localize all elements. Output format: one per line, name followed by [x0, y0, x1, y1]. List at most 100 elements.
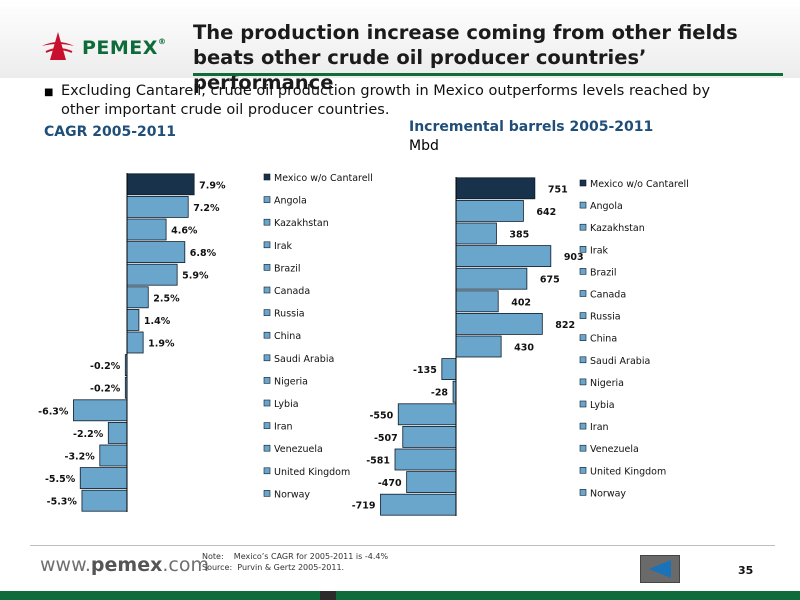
value-label-1-12: -581	[366, 456, 390, 467]
value-label-0-12: -3.2%	[65, 452, 96, 463]
legend-label-1-5: Canada	[590, 290, 626, 301]
legend-label-1-11: Iran	[590, 422, 609, 433]
value-label-1-11: -507	[374, 433, 398, 444]
legend-label-1-10: Lybia	[590, 400, 615, 411]
legend-label-0-14: Norway	[274, 489, 310, 500]
value-label-1-7: 430	[514, 343, 534, 354]
value-label-0-7: 1.9%	[148, 339, 175, 350]
legend-label-1-14: Norway	[590, 488, 626, 499]
legend-label-1-0: Mexico w/o Cantarell	[590, 179, 689, 190]
bar-1-14	[380, 493, 457, 516]
bar-1-3	[455, 245, 552, 268]
value-label-1-1: 642	[536, 207, 556, 218]
legend-label-1-7: China	[590, 334, 617, 345]
value-label-1-3: 903	[564, 252, 584, 263]
legend-swatch-1-10	[579, 400, 587, 408]
bar-1-5	[455, 290, 499, 313]
value-label-0-6: 1.4%	[144, 316, 171, 327]
value-label-1-2: 385	[509, 230, 529, 241]
value-label-0-4: 5.9%	[182, 271, 209, 282]
legend-swatch-0-5	[263, 286, 271, 294]
legend-label-1-13: United Kingdom	[590, 466, 666, 477]
bar-1-2	[455, 222, 497, 245]
legend-label-1-3: Irak	[590, 245, 609, 256]
legend-swatch-0-14	[263, 490, 271, 497]
value-label-0-9: -0.2%	[90, 384, 121, 395]
bar-0-6	[126, 308, 140, 331]
back-arrow-icon	[649, 560, 671, 578]
legend-label-0-12: Venezuela	[274, 444, 323, 455]
legend-swatch-1-14	[579, 489, 587, 496]
title-underline	[193, 73, 783, 76]
legend-swatch-0-2	[263, 218, 271, 226]
value-label-0-3: 6.8%	[190, 248, 217, 259]
legend-swatch-0-9	[263, 377, 271, 384]
legend-swatch-0-0	[263, 173, 271, 181]
legend-swatch-1-0	[579, 179, 587, 187]
bar-0-4	[126, 263, 178, 286]
value-label-1-14: -719	[352, 501, 376, 512]
value-label-1-5: 402	[511, 297, 531, 308]
value-label-1-8: -135	[413, 365, 437, 376]
legend-swatch-0-1	[263, 196, 271, 203]
bar-1-0	[455, 177, 536, 200]
legend-swatch-1-13	[579, 466, 587, 474]
bar-1-10	[397, 403, 457, 426]
legend-label-0-11: Iran	[274, 422, 293, 433]
legend-label-0-6: Russia	[274, 309, 305, 320]
bullet-icon: ■	[44, 87, 54, 98]
legend-swatch-0-8	[263, 354, 271, 362]
left-chart-title: CAGR 2005-2011	[44, 124, 176, 140]
value-label-0-10: -6.3%	[38, 406, 69, 417]
bar-0-0	[126, 173, 195, 196]
legend-label-1-1: Angola	[590, 201, 623, 212]
legend-swatch-0-12	[263, 444, 271, 452]
legend-label-1-9: Nigeria	[590, 378, 624, 389]
legend-swatch-0-10	[263, 399, 271, 407]
legend-swatch-0-7	[263, 331, 271, 339]
legend-label-0-9: Nigeria	[274, 376, 308, 387]
bar-0-7	[126, 331, 144, 354]
legend-label-0-0: Mexico w/o Cantarell	[274, 173, 373, 184]
bar-0-3	[126, 241, 186, 264]
legend-label-0-7: China	[274, 331, 301, 342]
footnote: Note: Mexico’s CAGR for 2005-2011 is -4.…	[202, 552, 389, 572]
right-chart-unit: Mbd	[409, 138, 439, 154]
legend-swatch-1-2	[579, 223, 587, 231]
value-label-0-2: 4.6%	[171, 226, 198, 237]
legend-swatch-1-11	[579, 422, 587, 430]
legend-label-0-8: Saudi Arabia	[274, 354, 334, 365]
legend-swatch-0-11	[263, 422, 271, 429]
legend-label-1-12: Venezuela	[590, 444, 639, 455]
bar-0-10	[73, 399, 128, 422]
legend-swatch-1-12	[579, 444, 587, 452]
right-chart-title: Incremental barrels 2005-2011	[409, 119, 654, 135]
back-button[interactable]	[640, 555, 680, 583]
legend-swatch-0-4	[263, 264, 271, 271]
slide-header: PEMEX® The production increase coming fr…	[0, 0, 800, 94]
legend-swatch-1-3	[579, 246, 587, 253]
bar-0-14	[81, 489, 128, 512]
bar-1-11	[402, 425, 457, 448]
bar-0-12	[99, 444, 128, 467]
value-label-0-1: 7.2%	[193, 203, 220, 214]
value-label-0-14: -5.3%	[47, 497, 78, 508]
legend-swatch-1-8	[579, 356, 587, 364]
value-label-0-5: 2.5%	[153, 293, 180, 304]
legend-label-0-5: Canada	[274, 286, 310, 297]
value-label-1-4: 675	[540, 275, 560, 286]
bar-1-4	[455, 267, 528, 290]
bar-0-1	[126, 195, 189, 218]
legend-label-1-4: Brazil	[590, 267, 617, 278]
legend-label-0-10: Lybia	[274, 399, 299, 410]
slide-title: The production increase coming from othe…	[193, 21, 738, 94]
bar-0-2	[126, 218, 167, 241]
value-label-0-8: -0.2%	[90, 361, 121, 372]
website-link[interactable]: www.pemex.com	[40, 554, 209, 576]
legend-label-0-2: Kazakhstan	[274, 218, 329, 229]
value-label-0-0: 7.9%	[199, 180, 226, 191]
value-label-1-10: -550	[369, 410, 393, 421]
page-number: 35	[738, 564, 754, 577]
legend-swatch-1-1	[579, 201, 587, 209]
